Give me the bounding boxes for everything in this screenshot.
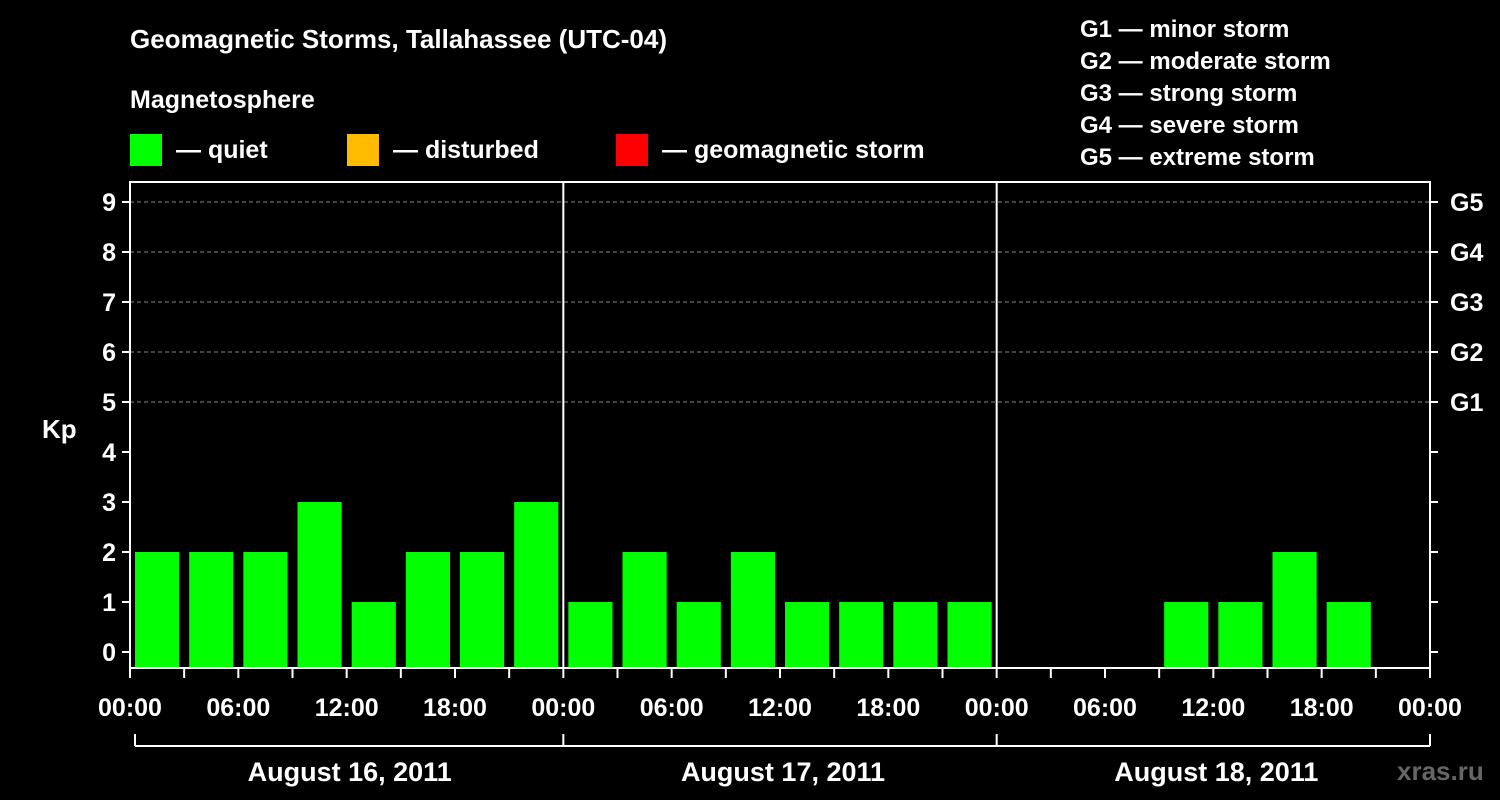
x-tick-label-2: 12:00 xyxy=(315,694,379,722)
x-tick-label-12: 00:00 xyxy=(1398,694,1462,722)
kp-bar-12 xyxy=(785,602,830,668)
kp-bar-7 xyxy=(514,502,559,668)
day-label-2: August 18, 2011 xyxy=(1114,757,1318,787)
x-tick-label-7: 18:00 xyxy=(856,694,920,722)
kp-bar-0 xyxy=(135,552,180,668)
storm-scale-g4: G4 — severe storm xyxy=(1080,112,1299,139)
y-tick-label-8: 8 xyxy=(102,239,116,267)
legend-label-storm: — geomagnetic storm xyxy=(662,135,925,164)
y-tick-label-4: 4 xyxy=(102,439,116,467)
watermark: xras.ru xyxy=(1397,756,1484,786)
kp-bar-20 xyxy=(1218,602,1263,668)
kp-bar-22 xyxy=(1326,602,1371,668)
kp-bar-14 xyxy=(893,602,938,668)
kp-bar-1 xyxy=(189,552,234,668)
kp-bar-21 xyxy=(1272,552,1317,668)
kp-bar-3 xyxy=(297,502,342,668)
y-tick-label-9: 9 xyxy=(102,189,116,217)
x-tick-label-1: 06:00 xyxy=(206,694,270,722)
x-tick-label-9: 06:00 xyxy=(1073,694,1137,722)
y-tick-label-3: 3 xyxy=(102,489,116,517)
x-tick-label-4: 00:00 xyxy=(531,694,595,722)
x-tick-label-11: 18:00 xyxy=(1290,694,1354,722)
storm-scale-g2: G2 — moderate storm xyxy=(1080,48,1331,75)
kp-bar-9 xyxy=(622,552,667,668)
x-tick-label-10: 12:00 xyxy=(1181,694,1245,722)
kp-bar-15 xyxy=(947,602,992,668)
legend-swatch-storm xyxy=(616,134,648,166)
storm-level-label-3: G4 xyxy=(1450,239,1483,267)
chart-subtitle: Magnetosphere xyxy=(130,86,315,114)
chart-title: Geomagnetic Storms, Tallahassee (UTC-04) xyxy=(130,24,668,54)
y-axis-label: Kp xyxy=(42,414,77,444)
y-tick-label-1: 1 xyxy=(102,589,116,617)
storm-level-label-4: G5 xyxy=(1450,189,1483,217)
storm-scale-legend: G1 — minor storm G2 — moderate storm G3 … xyxy=(1080,14,1331,174)
x-tick-label-0: 00:00 xyxy=(98,694,162,722)
kp-bar-5 xyxy=(405,552,450,668)
legend-item-disturbed: — disturbed xyxy=(347,133,539,167)
y-tick-label-6: 6 xyxy=(102,339,116,367)
kp-bar-2 xyxy=(243,552,288,668)
storm-level-label-2: G3 xyxy=(1450,289,1483,317)
storm-scale-g3: G3 — strong storm xyxy=(1080,80,1298,107)
legend-swatch-disturbed xyxy=(347,134,379,166)
legend-item-quiet: — quiet xyxy=(130,133,268,167)
kp-bar-8 xyxy=(568,602,613,668)
legend-label-quiet: — quiet xyxy=(176,135,268,164)
kp-bar-13 xyxy=(839,602,884,668)
legend-item-storm: — geomagnetic storm xyxy=(616,133,925,167)
kp-bar-6 xyxy=(460,552,505,668)
y-tick-label-2: 2 xyxy=(102,539,116,567)
x-tick-label-5: 06:00 xyxy=(640,694,704,722)
legend-swatch-quiet xyxy=(130,134,162,166)
x-tick-label-3: 18:00 xyxy=(423,694,487,722)
x-tick-label-6: 12:00 xyxy=(748,694,812,722)
day-label-1: August 17, 2011 xyxy=(681,757,885,787)
kp-bar-4 xyxy=(351,602,396,668)
kp-bar-11 xyxy=(730,552,775,668)
kp-bar-19 xyxy=(1164,602,1209,668)
x-tick-label-8: 00:00 xyxy=(965,694,1029,722)
storm-scale-g5: G5 — extreme storm xyxy=(1080,144,1315,171)
kp-bar-10 xyxy=(676,602,721,668)
storm-level-label-0: G1 xyxy=(1450,389,1483,417)
y-tick-label-0: 0 xyxy=(102,639,116,667)
day-label-0: August 16, 2011 xyxy=(248,757,452,787)
storm-level-label-1: G2 xyxy=(1450,339,1483,367)
y-tick-label-7: 7 xyxy=(102,289,116,317)
storm-scale-g1: G1 — minor storm xyxy=(1080,16,1290,43)
legend-label-disturbed: — disturbed xyxy=(393,135,539,164)
y-tick-label-5: 5 xyxy=(102,389,116,417)
